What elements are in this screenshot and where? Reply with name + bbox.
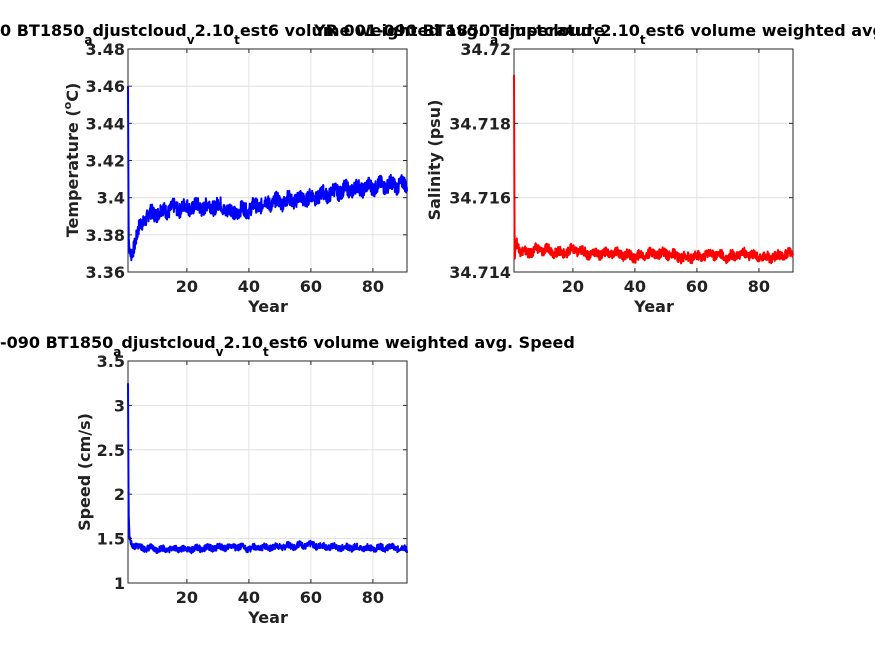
speed-ticks: 20 40 60 80 1 1.5 2 2.5 3 3.5 <box>97 352 407 607</box>
salinity-panel: 20 40 60 80 34.714 34.716 34.718 34.72 YR 001-0… <box>313 21 875 316</box>
salinity-xtick-label: 40 <box>624 277 646 296</box>
speed-xtick-label: 40 <box>238 588 260 607</box>
temperature-ytick-label: 3.42 <box>86 152 125 171</box>
speed-xtick-label: 80 <box>362 588 384 607</box>
speed-ytick-label: 3 <box>114 396 125 415</box>
salinity-ticks: 20 40 60 80 34.714 34.716 34.718 34.72 <box>449 40 793 296</box>
temperature-ytick-label: 3.44 <box>86 114 125 133</box>
temperature-ytick-label: 3.48 <box>86 40 125 59</box>
temperature-ytick-label: 3.38 <box>86 226 125 245</box>
temperature-ticks: 20 40 60 80 3.36 3.38 3.4 3.42 3.44 3.46 3.48 <box>86 40 407 296</box>
speed-series-line <box>127 383 408 555</box>
speed-ytick-label: 3.5 <box>97 352 125 371</box>
salinity-grid <box>514 49 793 272</box>
salinity-xtick-label: 60 <box>686 277 708 296</box>
speed-ytick-label: 2 <box>114 485 125 504</box>
speed-ylabel: Speed (cm/s) <box>75 413 94 531</box>
speed-xtick-label: 60 <box>300 588 322 607</box>
speed-series <box>127 383 408 555</box>
salinity-ylabel: Salinity (psu) <box>425 100 444 221</box>
salinity-ytick-label: 34.714 <box>449 263 511 282</box>
temperature-ytick-label: 3.36 <box>86 263 125 282</box>
salinity-series-line <box>513 75 794 265</box>
temperature-xlabel: Year <box>247 297 288 316</box>
salinity-series <box>513 75 794 265</box>
salinity-ytick-label: 34.718 <box>449 114 511 133</box>
salinity-xtick-label: 20 <box>562 277 584 296</box>
salinity-xtick-label: 80 <box>748 277 770 296</box>
temperature-panel: 20 40 60 80 3.36 3.38 3.4 3.42 3.44 3.46 3.48 0 BT… <box>0 21 605 316</box>
speed-ytick-label: 1.5 <box>97 530 125 549</box>
temperature-xtick-label: 20 <box>176 277 198 296</box>
salinity-ytick-label: 34.716 <box>449 189 511 208</box>
speed-ytick-label: 2.5 <box>97 441 125 460</box>
salinity-xlabel: Year <box>633 297 674 316</box>
temperature-xtick-label: 40 <box>238 277 260 296</box>
temperature-title: 0 BT1850adjustcloudv2.10test6 volume wei… <box>0 21 605 47</box>
speed-ytick-label: 1 <box>114 574 125 593</box>
temperature-ylabel: Temperature (oC) <box>61 83 82 238</box>
temperature-xtick-label: 80 <box>362 277 384 296</box>
salinity-title: YR 001-090 BT1850adjustcloudv2.10test6 v… <box>313 21 875 47</box>
speed-xtick-label: 20 <box>176 588 198 607</box>
temperature-xtick-label: 60 <box>300 277 322 296</box>
temperature-series <box>127 86 408 262</box>
salinity-ytick-label: 34.72 <box>460 40 511 59</box>
salinity-plot-area <box>513 48 794 273</box>
speed-panel: 20 40 60 80 1 1.5 2 2.5 3 3.5 -090 BT1850adjustcl… <box>0 333 575 627</box>
temperature-ytick-label: 3.46 <box>86 77 125 96</box>
temperature-ytick-label: 3.4 <box>97 189 125 208</box>
speed-xlabel: Year <box>247 608 288 627</box>
speed-title: -090 BT1850adjustcloudv2.10test6 volume … <box>0 333 575 359</box>
temperature-series-line <box>127 86 408 262</box>
